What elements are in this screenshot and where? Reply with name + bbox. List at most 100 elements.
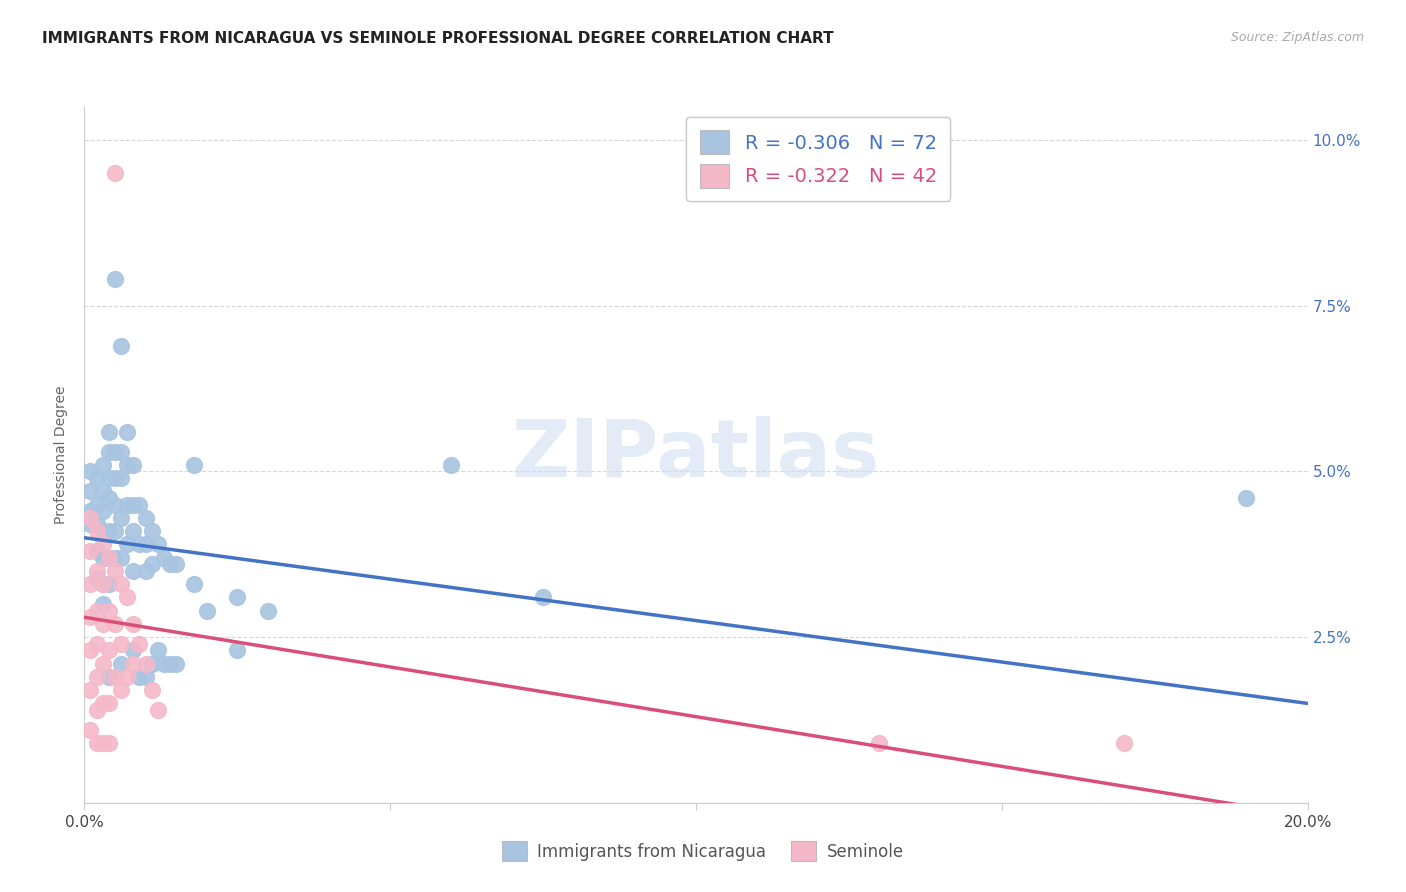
Point [86, 524, 108, 538]
Point [135, 537, 157, 551]
Point [128, 537, 150, 551]
Point [91, 484, 114, 499]
Point [86, 670, 108, 684]
Point [183, 577, 205, 591]
Point [91, 616, 114, 631]
Point [183, 458, 205, 472]
Point [86, 637, 108, 651]
Point [97, 604, 120, 618]
Point [122, 524, 145, 538]
Point [146, 537, 169, 551]
Point [115, 591, 138, 605]
Y-axis label: Professional Degree: Professional Degree [55, 385, 69, 524]
Point [86, 570, 108, 584]
Point [79, 517, 101, 532]
Point [122, 643, 145, 657]
Point [86, 564, 108, 578]
Point [104, 444, 127, 458]
Point [91, 524, 114, 538]
Point [141, 558, 163, 572]
Point [226, 591, 249, 605]
Point [97, 577, 120, 591]
Point [141, 524, 163, 538]
Point [1236, 491, 1258, 505]
Point [86, 498, 108, 512]
Point [110, 471, 132, 485]
Point [97, 697, 120, 711]
Point [97, 670, 120, 684]
Point [115, 670, 138, 684]
Point [110, 511, 132, 525]
Point [135, 564, 157, 578]
Point [1114, 736, 1136, 750]
Point [104, 471, 127, 485]
Point [135, 670, 157, 684]
Point [104, 616, 127, 631]
Point [146, 703, 169, 717]
Point [97, 524, 120, 538]
Point [531, 591, 554, 605]
Legend: R = -0.306   N = 72, R = -0.322   N = 42: R = -0.306 N = 72, R = -0.322 N = 42 [686, 117, 950, 202]
Point [165, 657, 187, 671]
Point [91, 458, 114, 472]
Point [153, 550, 176, 565]
Legend: Immigrants from Nicaragua, Seminole: Immigrants from Nicaragua, Seminole [489, 828, 917, 875]
Point [91, 577, 114, 591]
Point [86, 471, 108, 485]
Point [86, 604, 108, 618]
Point [97, 471, 120, 485]
Point [97, 425, 120, 439]
Point [128, 670, 150, 684]
Point [104, 524, 127, 538]
Point [141, 657, 163, 671]
Point [91, 504, 114, 518]
Point [226, 643, 249, 657]
Point [79, 610, 101, 624]
Point [141, 683, 163, 698]
Point [79, 723, 101, 737]
Text: ZIPatlas: ZIPatlas [512, 416, 880, 494]
Point [257, 604, 280, 618]
Point [115, 537, 138, 551]
Point [79, 544, 101, 558]
Point [97, 550, 120, 565]
Point [110, 444, 132, 458]
Point [104, 166, 127, 180]
Point [86, 736, 108, 750]
Point [110, 637, 132, 651]
Point [79, 511, 101, 525]
Point [91, 657, 114, 671]
Point [104, 670, 127, 684]
Point [110, 683, 132, 698]
Point [79, 465, 101, 479]
Point [86, 517, 108, 532]
Point [79, 484, 101, 499]
Point [440, 458, 463, 472]
Point [135, 657, 157, 671]
Point [79, 643, 101, 657]
Point [79, 577, 101, 591]
Point [91, 537, 114, 551]
Point [91, 577, 114, 591]
Point [97, 491, 120, 505]
Point [97, 550, 120, 565]
Point [128, 498, 150, 512]
Text: IMMIGRANTS FROM NICARAGUA VS SEMINOLE PROFESSIONAL DEGREE CORRELATION CHART: IMMIGRANTS FROM NICARAGUA VS SEMINOLE PR… [42, 31, 834, 46]
Point [91, 550, 114, 565]
Point [104, 272, 127, 286]
Point [104, 498, 127, 512]
Point [128, 637, 150, 651]
Point [165, 558, 187, 572]
Point [869, 736, 891, 750]
Point [115, 458, 138, 472]
Point [79, 683, 101, 698]
Point [110, 338, 132, 352]
Point [115, 498, 138, 512]
Point [159, 558, 181, 572]
Point [110, 550, 132, 565]
Text: Source: ZipAtlas.com: Source: ZipAtlas.com [1230, 31, 1364, 45]
Point [97, 444, 120, 458]
Point [153, 657, 176, 671]
Point [110, 657, 132, 671]
Point [97, 736, 120, 750]
